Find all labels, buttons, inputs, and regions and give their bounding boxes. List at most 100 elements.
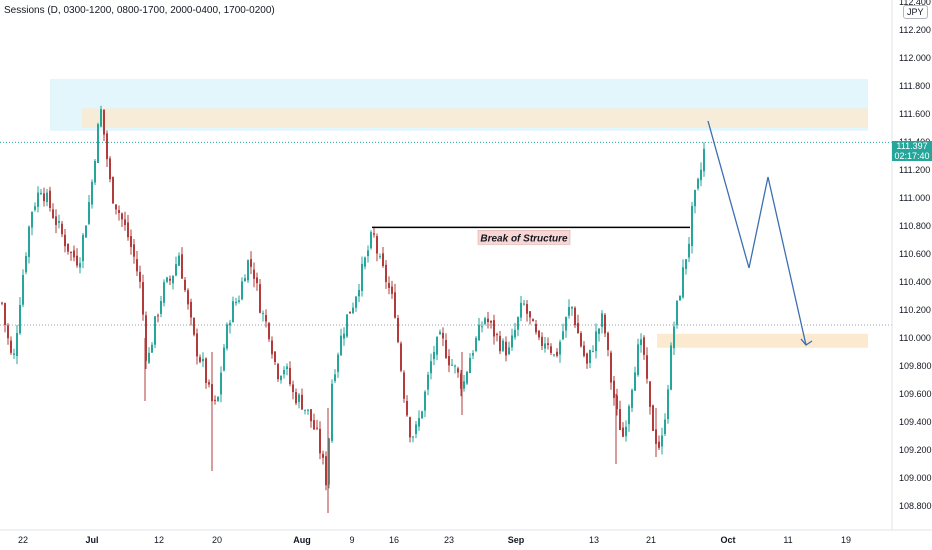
candle: [34, 202, 36, 212]
candle: [133, 238, 135, 264]
candle: [484, 316, 486, 326]
candle: [646, 347, 648, 384]
candle: [286, 363, 288, 376]
candle: [499, 331, 501, 355]
time-tick-label: Aug: [293, 535, 311, 545]
candle: [190, 298, 192, 326]
indicator-label[interactable]: Sessions (D, 0300-1200, 0800-1700, 2000-…: [4, 5, 275, 16]
candle: [361, 256, 363, 297]
candle: [673, 321, 675, 356]
candle: [703, 142, 705, 177]
candle: [568, 299, 570, 319]
candle: [346, 314, 348, 338]
price-tick-label: 110.400: [899, 277, 931, 287]
candle: [244, 274, 246, 282]
candle: [70, 251, 72, 261]
candle: [310, 409, 312, 428]
candle: [406, 395, 408, 417]
candle: [628, 404, 630, 432]
candle: [73, 245, 75, 262]
candle: [577, 314, 579, 334]
candle: [316, 419, 318, 431]
candle: [10, 336, 12, 355]
candle: [415, 421, 417, 439]
candle: [658, 435, 660, 451]
candle: [517, 316, 519, 337]
candle: [130, 229, 132, 255]
candle: [685, 259, 687, 275]
candle: [637, 338, 639, 377]
candle: [529, 310, 531, 325]
price-axis[interactable]: [892, 0, 932, 550]
candle: [670, 342, 672, 391]
candle: [376, 233, 378, 262]
candle: [550, 343, 552, 356]
candle: [580, 331, 582, 348]
price-tick-label: 110.000: [899, 333, 931, 343]
candle: [67, 243, 69, 255]
candle: [610, 350, 612, 390]
candle: [403, 370, 405, 403]
candle: [262, 310, 264, 322]
candle: [664, 413, 666, 436]
candle: [424, 390, 426, 418]
candle: [466, 370, 468, 386]
candle: [196, 328, 198, 365]
candle: [124, 211, 126, 231]
candle: [481, 321, 483, 333]
price-tick-label: 110.600: [899, 249, 931, 259]
candle: [247, 259, 249, 283]
candle: [205, 357, 207, 389]
candle: [49, 186, 51, 212]
candle: [352, 302, 354, 315]
time-tick-label: 16: [389, 535, 399, 545]
candle: [271, 336, 273, 359]
candle: [232, 296, 234, 323]
candle: [268, 321, 270, 342]
candle: [442, 327, 444, 347]
candle: [613, 375, 615, 406]
candle: [289, 361, 291, 387]
candle: [397, 314, 399, 344]
candle: [634, 366, 636, 391]
candle: [283, 366, 285, 379]
candle: [487, 311, 489, 329]
price-tick-label: 108.800: [899, 501, 932, 511]
bos-label[interactable]: Break of Structure: [477, 230, 571, 245]
candle: [4, 302, 6, 333]
candle: [106, 130, 108, 167]
supply-inner-zone[interactable]: [82, 108, 868, 128]
candle: [46, 188, 48, 207]
candle: [328, 437, 330, 489]
candle: [661, 427, 663, 455]
candle: [454, 364, 456, 374]
candle: [115, 204, 117, 215]
candle: [421, 410, 423, 420]
time-tick-label: 20: [212, 535, 222, 545]
candle: [160, 295, 162, 318]
candle: [175, 256, 177, 277]
demand-zone[interactable]: [657, 333, 868, 348]
candle: [298, 392, 300, 409]
candle: [649, 381, 651, 415]
candle: [58, 214, 60, 229]
candle: [208, 379, 210, 388]
candle: [241, 277, 243, 301]
candle: [472, 350, 474, 359]
candle: [490, 320, 492, 329]
candle: [427, 371, 429, 396]
candle: [37, 186, 39, 213]
candle: [388, 276, 390, 295]
currency-badge[interactable]: JPY: [903, 5, 928, 19]
candle: [532, 318, 534, 322]
candle: [478, 317, 480, 341]
candle: [214, 395, 216, 405]
projection-path[interactable]: [707, 120, 807, 346]
candle: [334, 369, 336, 384]
candle: [94, 159, 96, 186]
candle: [604, 312, 606, 338]
price-tick-label: 112.200: [899, 25, 931, 35]
candle: [379, 253, 381, 259]
